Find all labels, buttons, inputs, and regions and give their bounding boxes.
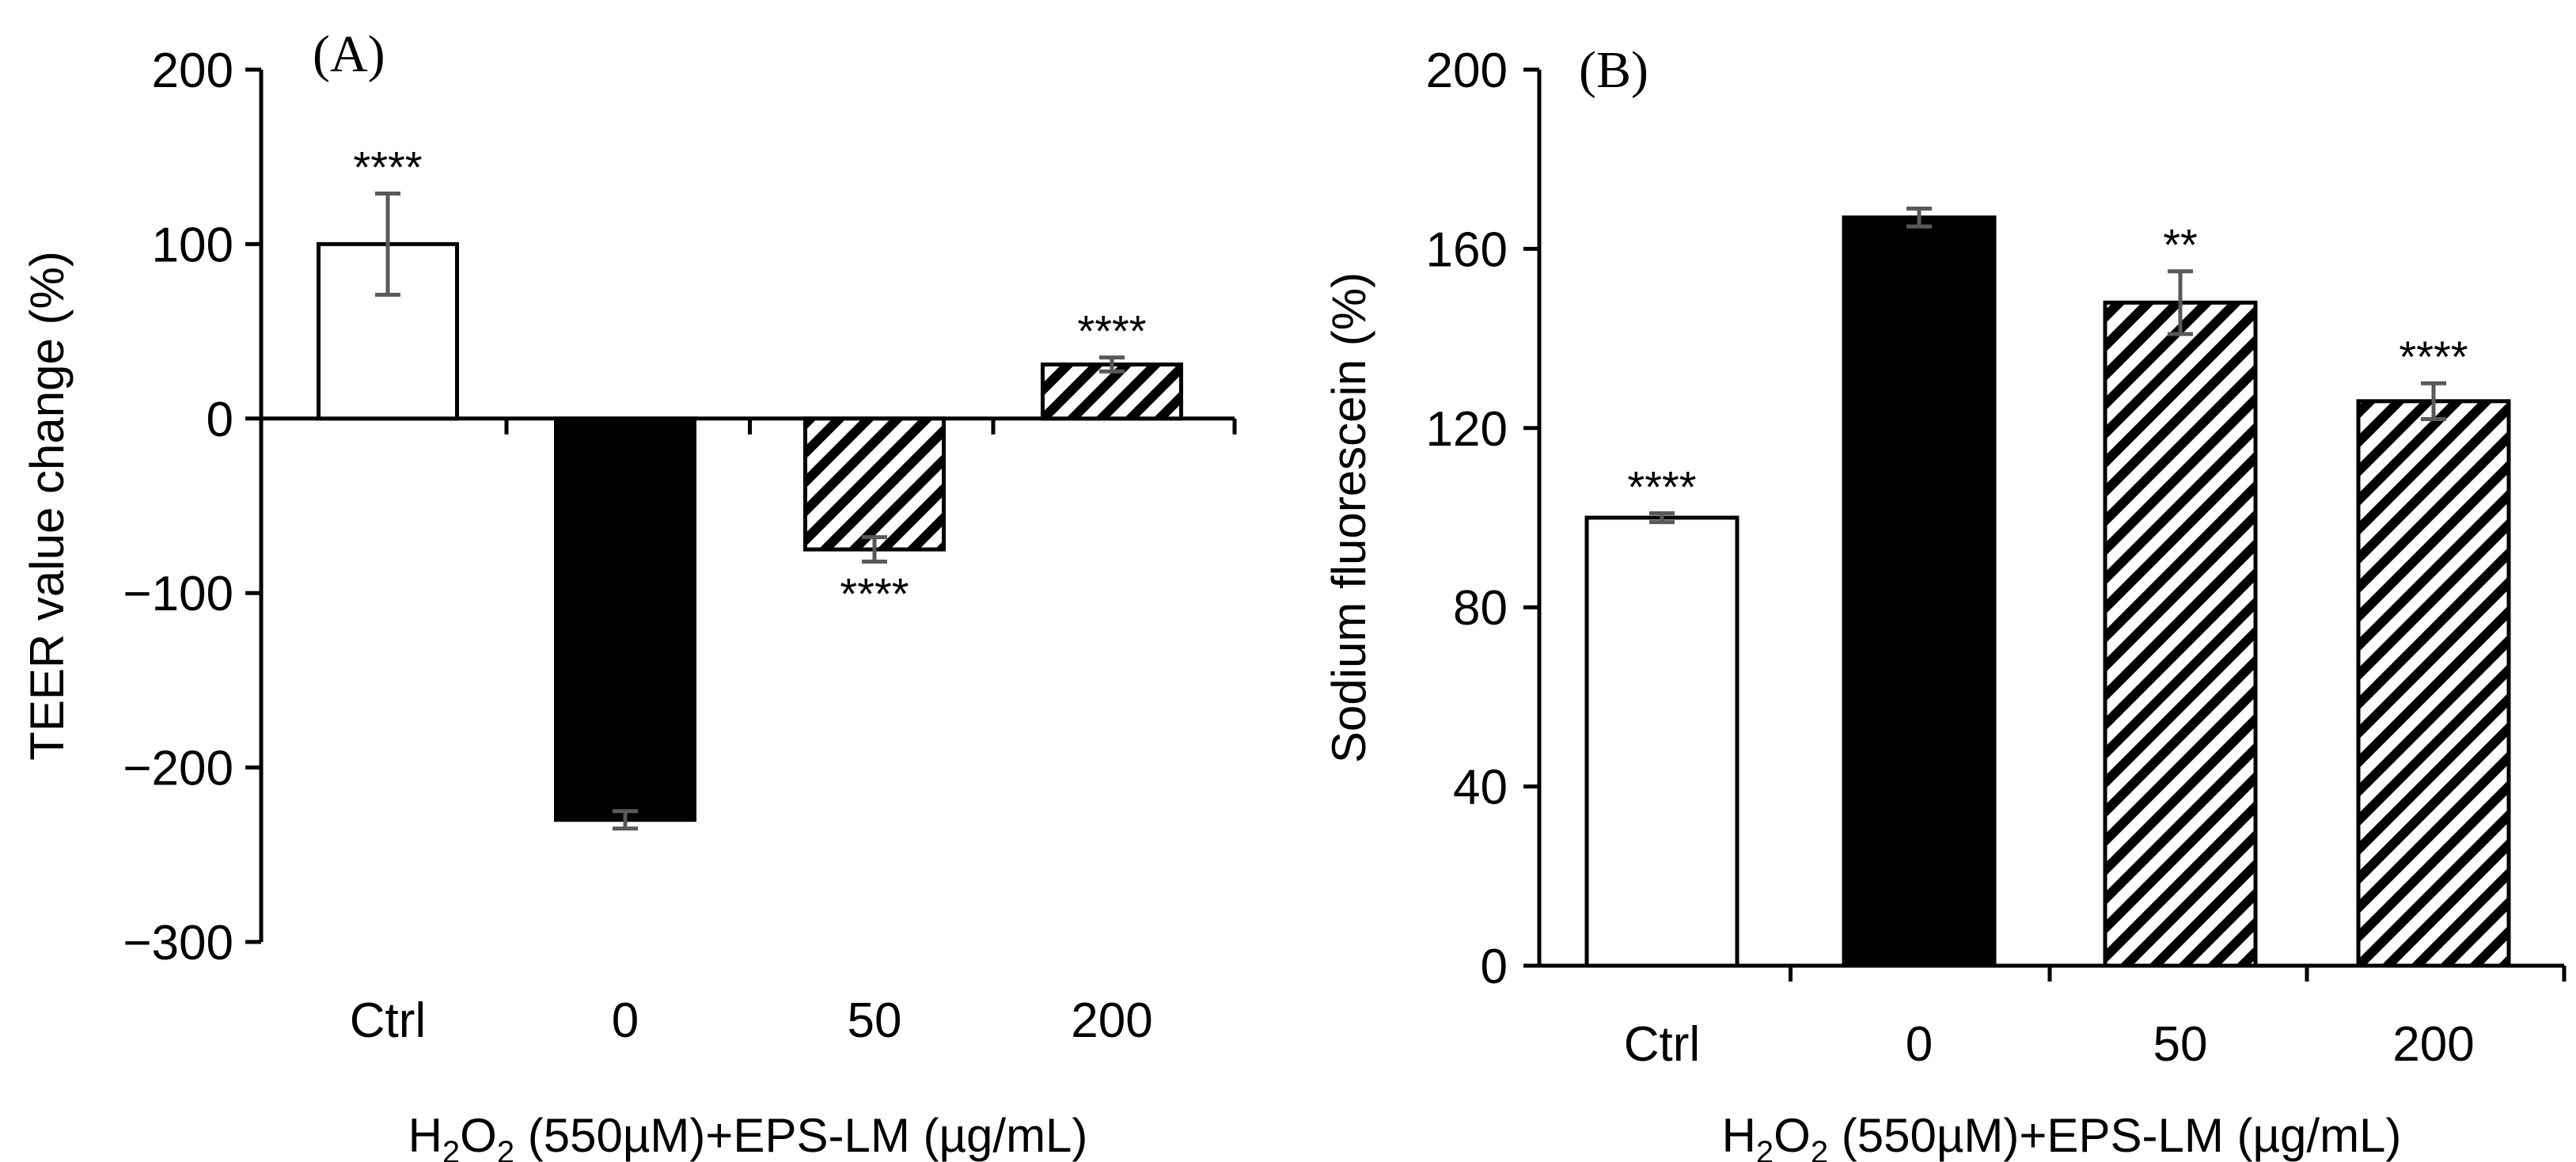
bar-50	[2103, 300, 2258, 968]
bar-50	[803, 416, 946, 552]
bar-Ctrl	[1584, 515, 1739, 968]
bar-0	[1842, 215, 1997, 968]
bar-200	[2356, 399, 2511, 968]
y-tick-label: −200	[123, 742, 233, 796]
y-tick-label: 40	[1453, 761, 1508, 815]
y-tick-label: 0	[207, 393, 233, 447]
y-tick-label: 0	[1481, 940, 1508, 994]
significance-label: ****	[1077, 306, 1146, 356]
x-axis-title-part: (550µM)+EPS-LM (µg/mL)	[514, 1109, 1087, 1162]
significance-label: **	[2163, 220, 2198, 270]
y-tick-label: 160	[1426, 222, 1508, 277]
panel-label: (A)	[313, 25, 385, 83]
x-tick-label: Ctrl	[1624, 1017, 1700, 1072]
y-tick-label: −300	[123, 916, 233, 970]
x-axis-title-part: (550µM)+EPS-LM (µg/mL)	[1828, 1109, 2401, 1162]
x-tick-label: 0	[1906, 1017, 1933, 1072]
y-tick-label: 200	[152, 44, 233, 98]
x-tick-label: Ctrl	[350, 993, 426, 1048]
y-tick-label: 100	[152, 218, 233, 272]
y-axis-title: Sodium fluorescein (%)	[1322, 272, 1375, 763]
x-axis-title-part: O	[1774, 1109, 1811, 1162]
x-axis-title-subscript: 2	[1811, 1135, 1828, 1162]
x-axis-title-subscript: 2	[497, 1135, 514, 1162]
y-tick-label: 200	[1426, 44, 1508, 98]
x-tick-label: 50	[2153, 1017, 2208, 1072]
x-axis-title: H2O2 (550µM)+EPS-LM (µg/mL)	[1722, 1109, 2402, 1162]
x-axis-title-part: H	[1722, 1109, 1756, 1162]
x-axis-title-subscript: 2	[1756, 1135, 1774, 1162]
chart-panel-a: 200 100 0 −100 −200 −300 **** Ctrl 0 **** 50 **** 20…	[21, 25, 1237, 1162]
y-tick-label: 120	[1426, 402, 1508, 457]
x-axis-title: H2O2 (550µM)+EPS-LM (µg/mL)	[408, 1109, 1088, 1162]
chart-panel-b: 200 160 120 80 40 0 **** Ctrl 0 ** 50 **** 200 (B) Sod…	[1322, 41, 2567, 1162]
y-tick-label: −100	[123, 567, 233, 621]
significance-label: ****	[1627, 461, 1696, 511]
x-axis-title-part: H	[408, 1109, 442, 1162]
bar-200	[1041, 362, 1183, 421]
x-axis-title-subscript: 2	[442, 1135, 460, 1162]
y-tick-label: 80	[1453, 581, 1508, 636]
x-tick-label: 0	[612, 993, 639, 1048]
significance-label: ****	[840, 569, 909, 619]
y-axis-title: TEER value change (%)	[21, 251, 74, 761]
panel-label: (B)	[1579, 41, 1648, 99]
x-tick-label: 200	[1071, 993, 1152, 1048]
x-tick-label: 200	[2392, 1017, 2474, 1072]
significance-label: ****	[353, 142, 422, 192]
x-tick-label: 50	[848, 993, 902, 1048]
x-axis-title-part: O	[460, 1109, 497, 1162]
bar-0	[554, 416, 696, 822]
significance-label: ****	[2399, 332, 2468, 382]
